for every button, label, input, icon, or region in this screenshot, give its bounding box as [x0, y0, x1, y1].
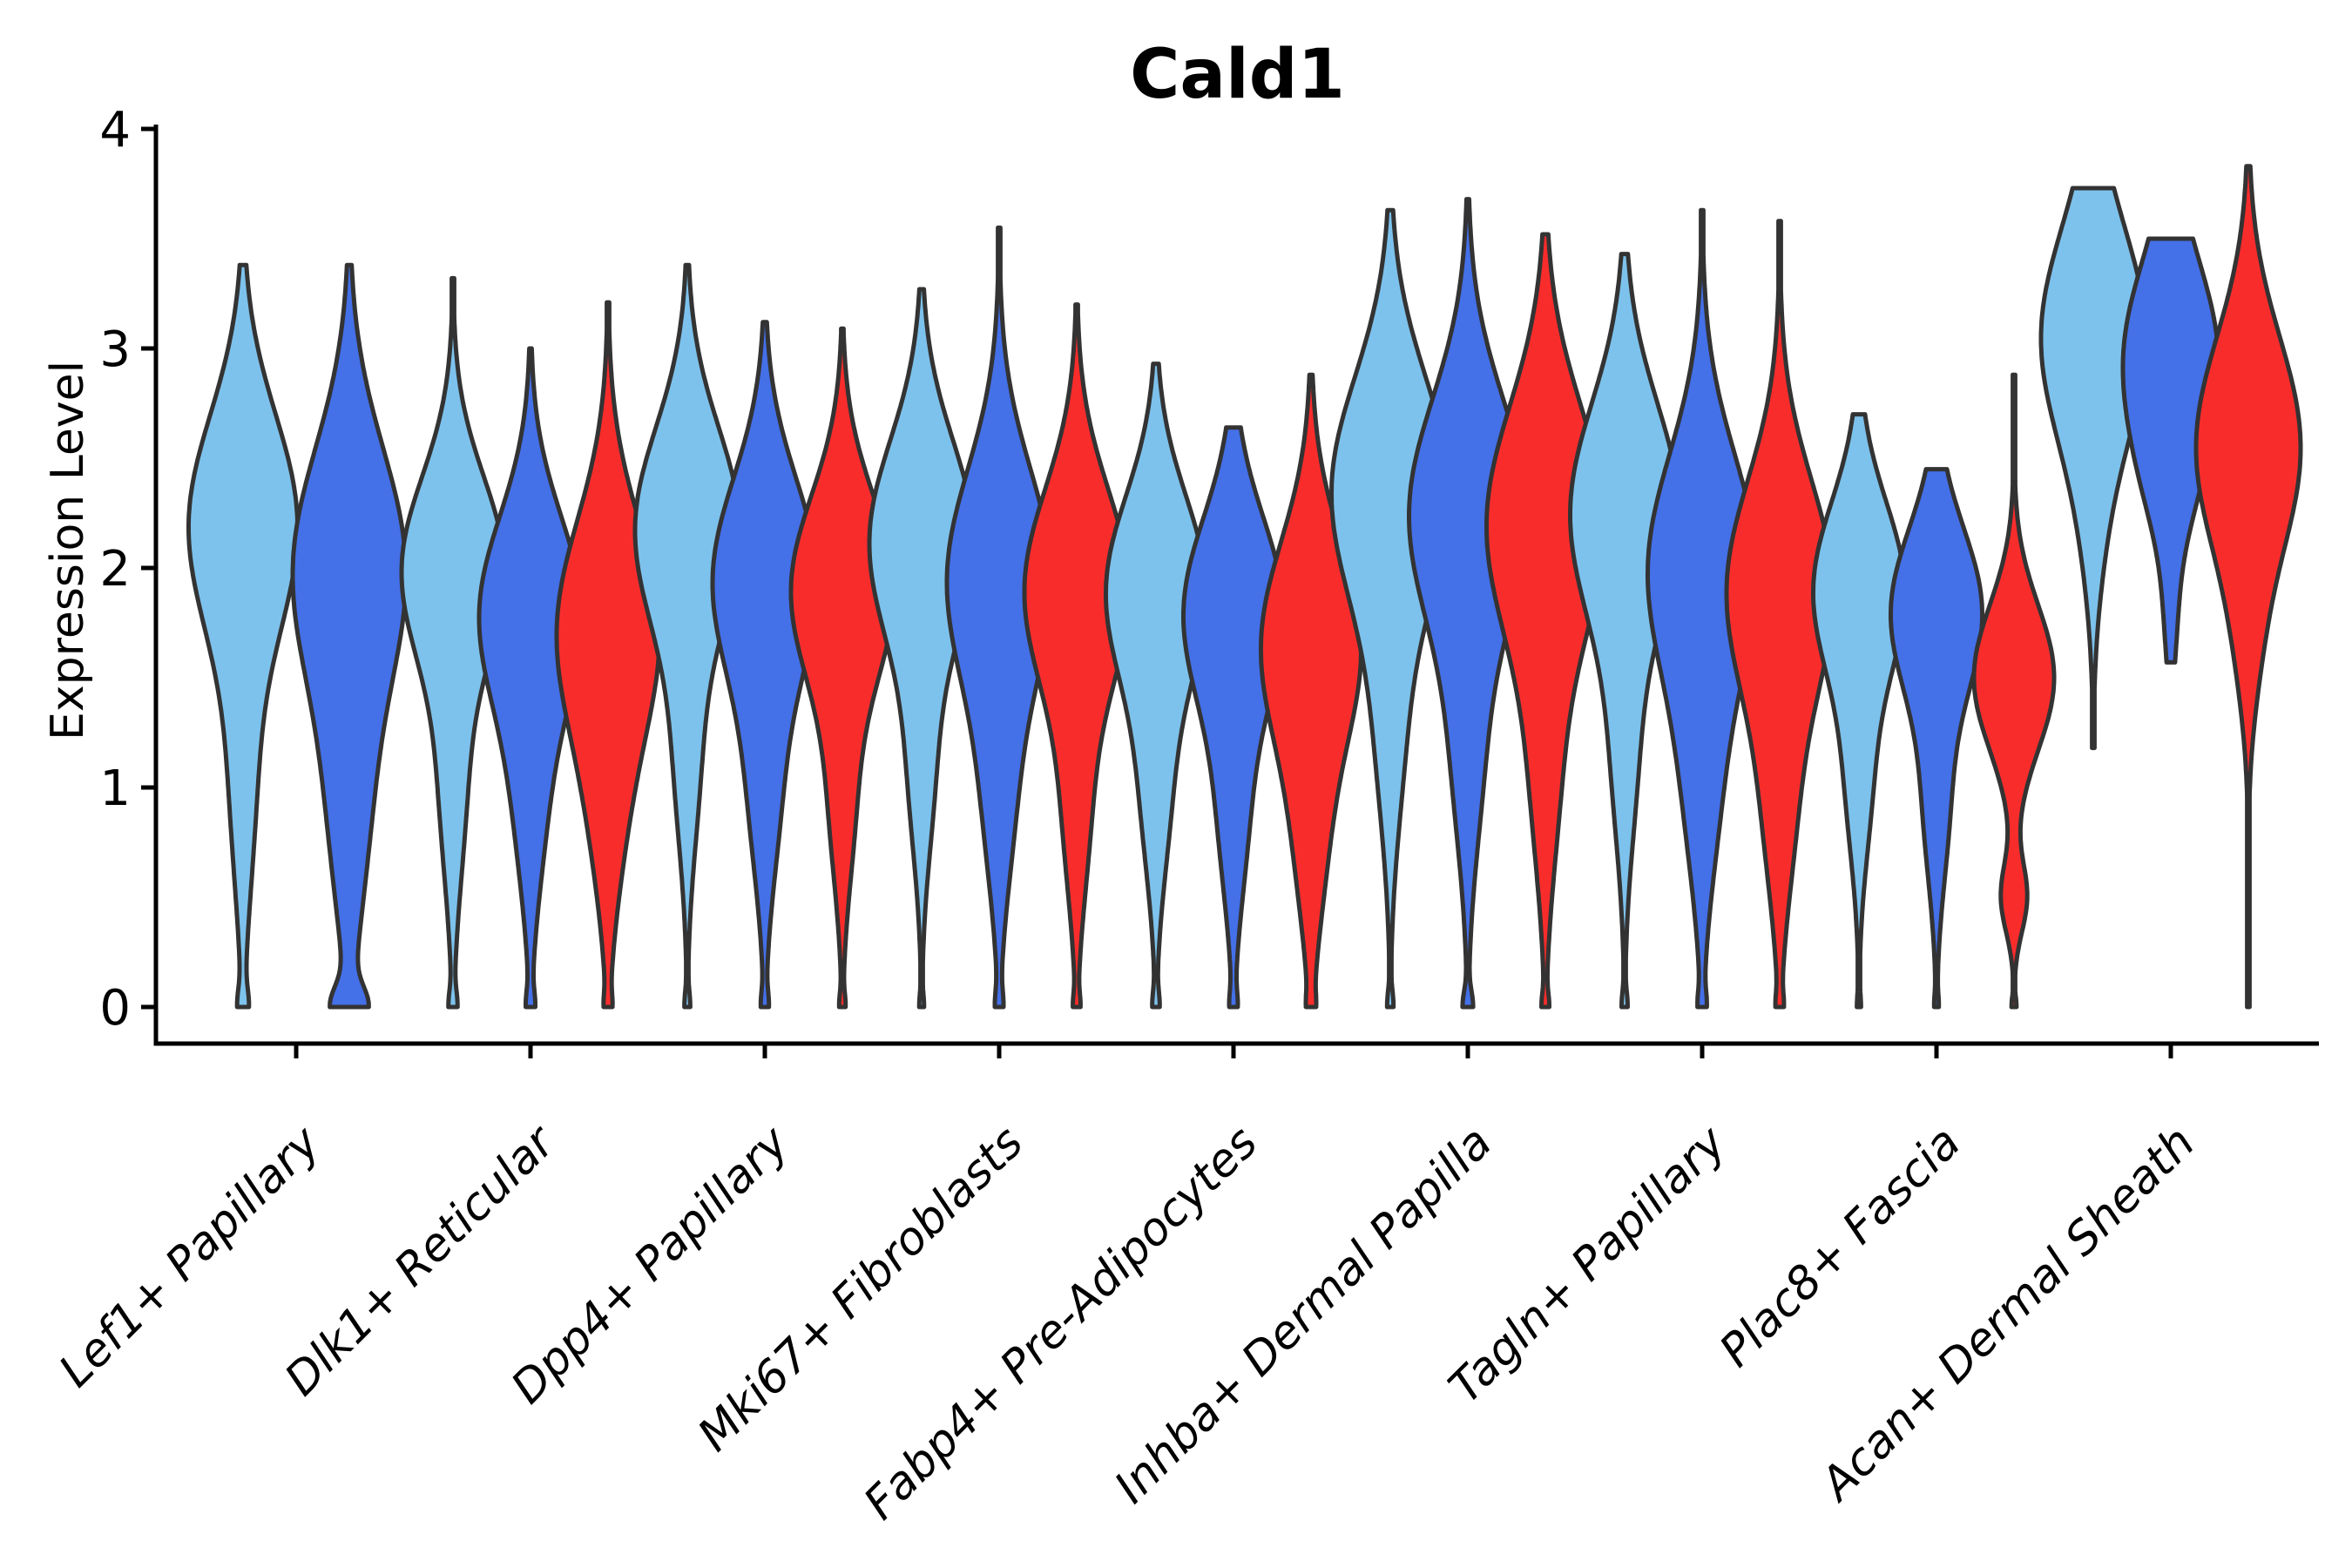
violin-lef1-light_blue — [186, 262, 300, 1010]
y-tick-label: 3 — [99, 321, 131, 378]
x-tick-label: Fabp4+ Pre-Adipocytes — [855, 1117, 1268, 1531]
violin-acan-light_blue — [2038, 186, 2148, 751]
y-tick-label: 2 — [99, 541, 131, 598]
violin-dlk1-red — [554, 300, 662, 1010]
violin-inhba-red — [1484, 232, 1606, 1010]
violin-lef1-blue — [290, 262, 409, 1010]
violin-dlk1-light_blue — [399, 275, 507, 1010]
violins-layer — [186, 164, 2303, 1010]
violin-mki67-light_blue — [867, 287, 977, 1010]
violin-mki67-blue — [944, 225, 1054, 1010]
violin-dlk1-blue — [476, 346, 585, 1010]
violin-plac8-light_blue — [1811, 412, 1907, 1010]
chart-title: Cald1 — [1130, 36, 1345, 114]
violin-dpp4-red — [788, 326, 896, 1010]
x-tick-label: Acan+ Dermal Sheath — [1809, 1117, 2205, 1512]
violin-tagln-red — [1724, 219, 1835, 1010]
violin-acan-red — [2193, 164, 2303, 1010]
y-tick-label: 4 — [99, 102, 131, 159]
y-tick-label: 0 — [99, 980, 131, 1037]
violin-acan-blue — [2120, 236, 2221, 665]
violin-tagln-blue — [1646, 207, 1759, 1010]
violin-tagln-light_blue — [1568, 252, 1681, 1010]
violin-plac8-red — [1971, 372, 2057, 1010]
violin-inhba-blue — [1407, 197, 1529, 1010]
violin-fabp4-light_blue — [1104, 362, 1208, 1010]
y-axis-label: Expression Level — [42, 361, 94, 740]
x-tick-label: Inhba+ Dermal Papilla — [1105, 1117, 1502, 1514]
x-tick-label: Plac8+ Fascia — [1710, 1117, 1970, 1377]
violin-dpp4-light_blue — [632, 262, 742, 1010]
violin-plac8-blue — [1889, 467, 1984, 1010]
violin-inhba-light_blue — [1329, 207, 1451, 1010]
violin-mki67-red — [1022, 302, 1132, 1010]
axes-layer — [153, 125, 2319, 1046]
violin-dpp4-blue — [710, 320, 820, 1010]
y-tick-label: 1 — [99, 760, 131, 817]
violin-fabp4-blue — [1181, 425, 1286, 1010]
